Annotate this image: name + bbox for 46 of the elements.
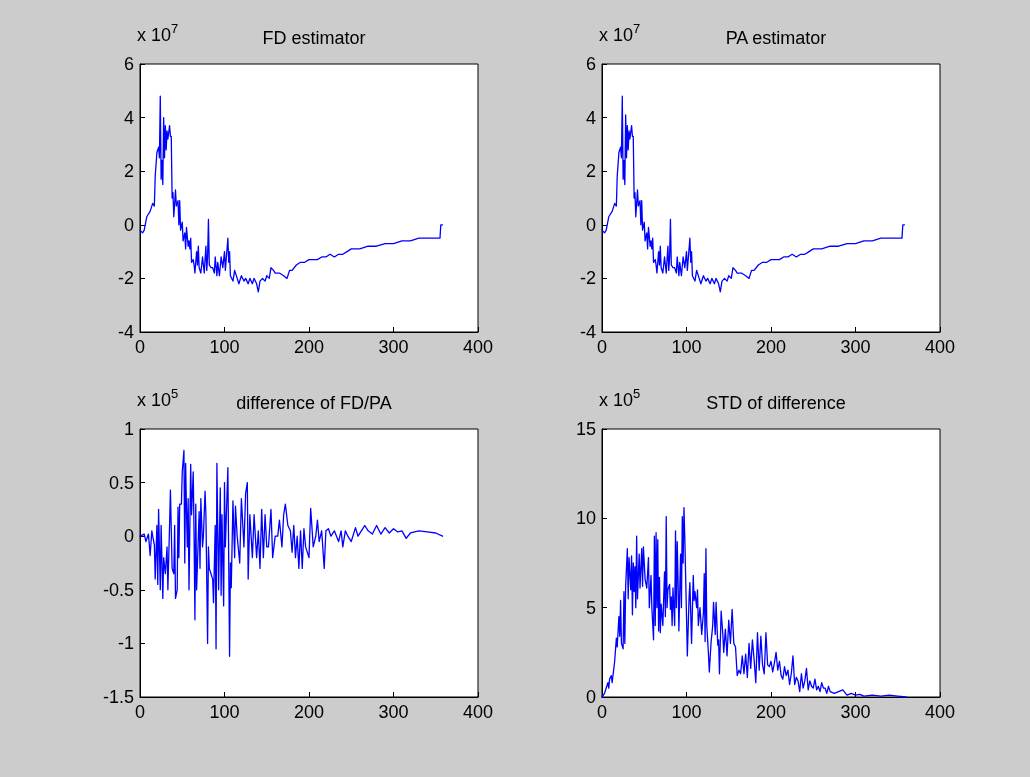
- y-tick-label: 10: [575, 508, 596, 529]
- y-tick-label: -1.5: [102, 687, 134, 707]
- y-tick-label: -0.5: [102, 579, 134, 600]
- line-series: [139, 449, 444, 657]
- x-tick-label: 100: [671, 702, 702, 722]
- chart-title: difference of FD/PA: [236, 393, 392, 413]
- x-tick-label: 200: [755, 702, 787, 722]
- y-tick-label: 6: [585, 54, 596, 74]
- y-tick-label: -2: [117, 268, 134, 289]
- y-tick-label: 4: [585, 107, 596, 128]
- line-series: [601, 95, 906, 293]
- y-tick-label: -1: [117, 633, 134, 654]
- x-tick-label: 300: [840, 702, 871, 722]
- x-tick-label: 400: [924, 702, 956, 722]
- x-tick-label: 100: [671, 337, 702, 357]
- y-tick-label: 2: [585, 161, 596, 182]
- chart-title: FD estimator: [262, 28, 366, 48]
- x-tick-label: 200: [293, 337, 325, 357]
- y-tick-label: 4: [123, 107, 134, 128]
- x-tick-label: 200: [293, 702, 325, 722]
- x-tick-label: 300: [840, 337, 871, 357]
- y-tick-label: 0: [123, 214, 134, 235]
- x-tick-label: 300: [378, 702, 409, 722]
- x-tick-label: 200: [755, 337, 787, 357]
- y-tick-label: -4: [579, 322, 596, 342]
- x-tick-label: 400: [462, 337, 494, 357]
- y-tick-label: 6: [123, 54, 134, 74]
- x-tick-label: 400: [462, 702, 494, 722]
- x-tick-label: 400: [924, 337, 956, 357]
- line-series: [139, 95, 444, 293]
- x-tick-label: 100: [209, 337, 240, 357]
- y-tick-label: -4: [117, 322, 134, 342]
- y-tick-label: 0: [123, 526, 134, 547]
- y-tick-label: 0: [585, 687, 596, 707]
- y-tick-label: 15: [575, 419, 596, 439]
- y-tick-label: 2: [123, 161, 134, 182]
- line-series: [601, 506, 907, 698]
- chart-title: PA estimator: [725, 28, 827, 48]
- x-tick-label: 100: [209, 702, 240, 722]
- y-tick-label: 5: [585, 597, 596, 618]
- y-tick-label: 0: [585, 214, 596, 235]
- y-tick-label: -2: [579, 268, 596, 289]
- x-tick-label: 300: [378, 337, 409, 357]
- chart-title: STD of difference: [706, 393, 846, 413]
- y-tick-label: 1: [123, 419, 134, 439]
- y-tick-label: 0.5: [108, 472, 134, 493]
